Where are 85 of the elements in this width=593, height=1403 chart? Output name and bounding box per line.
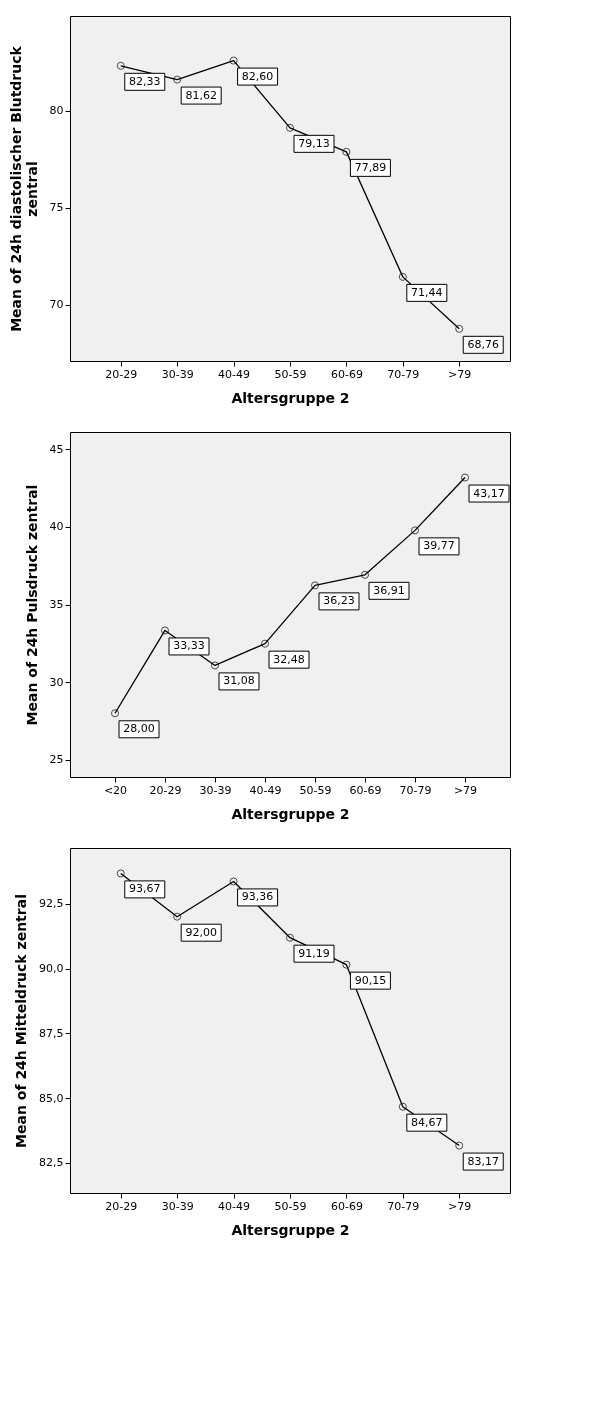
data-label: 68,76 (467, 337, 499, 351)
x-tick-label: 40-49 (218, 1199, 251, 1213)
x-tick-label: 70-79 (399, 783, 432, 797)
data-label: 93,67 (129, 882, 161, 896)
y-tick-label: 92,5 (39, 897, 64, 911)
x-axis-title: Altersgruppe 2 (231, 389, 350, 406)
y-tick-label: 75 (49, 201, 64, 215)
x-axis-title: Altersgruppe 2 (231, 1221, 350, 1238)
data-label: 92,00 (185, 925, 217, 939)
x-tick-label: 60-69 (330, 1199, 363, 1213)
y-tick-label: 80 (49, 104, 64, 118)
data-label: 83,17 (467, 1154, 499, 1168)
point (116, 61, 125, 70)
data-label: 36,91 (373, 583, 405, 597)
data-label: 84,67 (411, 1115, 443, 1129)
x-tick-label: 30-39 (199, 783, 232, 797)
point (310, 581, 320, 590)
x-tick-label: 50-59 (274, 367, 307, 381)
x-tick-label: 20-29 (149, 783, 182, 797)
point (285, 933, 295, 942)
x-tick-label: >79 (448, 367, 472, 381)
point (110, 709, 120, 718)
x-tick-label: <20 (103, 783, 128, 797)
data-label: 39,77 (423, 539, 455, 553)
x-tick-label: 70-79 (387, 367, 420, 381)
data-label: 71,44 (411, 285, 443, 299)
point (160, 626, 170, 635)
data-label: 90,15 (354, 973, 387, 987)
y-tick-label: 35 (49, 598, 64, 611)
x-tick-label: 60-69 (349, 783, 382, 797)
point (398, 272, 407, 281)
data-label: 77,89 (354, 160, 387, 174)
point (342, 960, 351, 969)
point (410, 526, 420, 535)
y-tick-label: 70 (49, 298, 64, 312)
data-label: 82,33 (129, 74, 161, 88)
y-tick-label: 25 (49, 753, 64, 767)
y-axis-title: Mean of 24h Mitteldruck zentral (13, 894, 30, 1148)
x-tick-label: 70-79 (387, 1199, 420, 1213)
data-label: 32,48 (273, 652, 305, 666)
x-tick-label: 30-39 (161, 1199, 194, 1213)
x-tick-label: >79 (448, 1199, 472, 1213)
point (398, 1102, 407, 1111)
y-axis-title: Mean of 24h diastolischer Blutdruck zentral (7, 45, 40, 332)
x-tick-label: 30-39 (161, 367, 194, 381)
y-axis-title: Mean of 24h Pulsdruck zentral (23, 484, 40, 726)
x-tick-label: 20-29 (105, 1199, 138, 1213)
point (116, 869, 125, 878)
x-tick-label: 40-49 (249, 783, 282, 797)
point (173, 75, 182, 84)
x-tick-label: 60-69 (330, 367, 363, 381)
y-tick-label: 90,0 (39, 962, 64, 976)
x-tick-label: 40-49 (218, 367, 251, 381)
y-tick-label: 30 (49, 675, 64, 689)
data-label: 82,60 (241, 69, 274, 83)
point (342, 147, 351, 156)
point (455, 1141, 464, 1150)
data-label: 91,19 (298, 946, 330, 960)
y-tick-label: 45 (49, 442, 64, 456)
y-tick-label: 40 (49, 520, 64, 534)
data-label: 28,00 (123, 722, 155, 736)
data-label: 33,33 (173, 639, 205, 653)
data-label: 43,17 (473, 486, 505, 500)
x-tick-label: >79 (453, 783, 478, 797)
y-tick-label: 82,5 (39, 1156, 64, 1170)
point (285, 123, 295, 132)
point (229, 877, 238, 886)
data-label: 36,23 (323, 594, 355, 608)
point (360, 570, 370, 579)
x-tick-label: 50-59 (299, 783, 332, 797)
point (455, 324, 464, 333)
x-axis-title: Altersgruppe 2 (231, 805, 350, 822)
data-label: 79,13 (298, 136, 330, 150)
point (173, 912, 182, 921)
data-label: 31,08 (223, 674, 255, 688)
point (210, 661, 220, 670)
point (460, 473, 470, 482)
data-label: 93,36 (241, 890, 274, 904)
point (229, 56, 238, 65)
y-tick-label: 87,5 (39, 1026, 64, 1040)
y-tick-label: 85,0 (39, 1091, 64, 1105)
x-tick-label: 50-59 (274, 1199, 307, 1213)
data-label: 81,62 (185, 88, 217, 102)
point (260, 639, 270, 648)
x-tick-label: 20-29 (105, 367, 138, 381)
